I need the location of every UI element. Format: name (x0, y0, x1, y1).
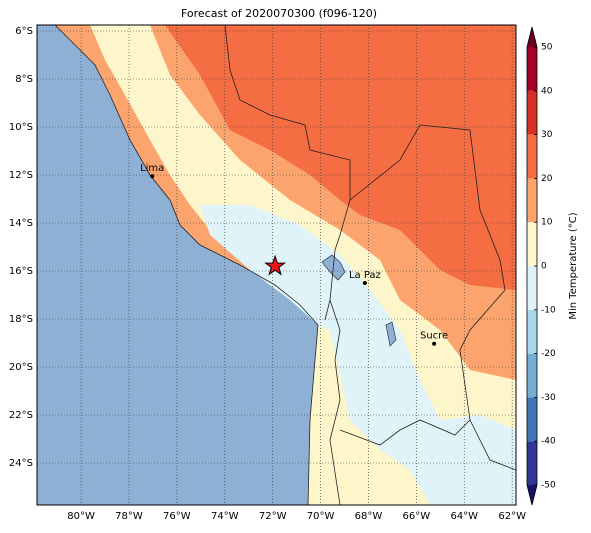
colorbar-extend-low (527, 485, 537, 505)
colorbar-tick-label: -40 (541, 437, 556, 447)
city-label: Lima (140, 163, 164, 174)
colorbar-segment (527, 353, 537, 398)
colorbar-tick-label: -10 (541, 305, 556, 315)
city-dot (362, 281, 367, 285)
y-tick-label: 18°S (9, 314, 33, 325)
star-marker (264, 254, 287, 276)
colorbar-tick-label: 10 (541, 218, 553, 228)
city-label: Sucre (420, 331, 448, 342)
colorbar-tick-label: 0 (541, 262, 547, 272)
colorbar-segment (527, 222, 537, 266)
x-tick-label: 66°W (403, 511, 431, 522)
colorbar-segment (527, 47, 537, 91)
map-frame (36, 24, 517, 506)
x-tick-label: 80°W (67, 511, 95, 522)
x-tick-label: 74°W (211, 511, 239, 522)
city-dot (150, 174, 155, 179)
x-tick-label: 72°W (259, 511, 287, 522)
colorbar-segment (527, 90, 537, 135)
colorbar-tick-label: 30 (541, 130, 553, 140)
colorbar-tick-label: -20 (541, 349, 556, 359)
y-tick-label: 14°S (9, 218, 33, 229)
colorbar: -50 -40 -30 -20 -10 0 10 20 30 40 50 (526, 26, 556, 506)
x-tick-label: 70°W (307, 511, 335, 522)
city-label: La Paz (349, 270, 381, 281)
x-tick-label: 68°W (355, 511, 383, 522)
y-tick-label: 24°S (9, 458, 33, 469)
x-tick-label: 76°W (163, 511, 191, 522)
x-tick-label: 62°W (498, 511, 526, 522)
colorbar-tick-label: -50 (541, 481, 556, 491)
y-tick-label: 22°S (9, 410, 33, 421)
colorbar-segment (527, 397, 537, 442)
colorbar-tick-label: -30 (541, 393, 556, 403)
y-tick-label: 12°S (9, 170, 33, 181)
colorbar-extend-high (527, 27, 537, 47)
y-tick-label: 20°S (9, 362, 33, 373)
colorbar-segment (527, 266, 537, 310)
colorbar-segment (527, 309, 537, 354)
colorbar-label: Min Temperature (°C) (568, 212, 579, 319)
x-tick-label: 64°W (450, 511, 478, 522)
colorbar-tick-label: 20 (541, 174, 553, 184)
colorbar-segment (527, 441, 537, 485)
y-tick-label: 8°S (15, 74, 33, 85)
grid (37, 25, 516, 505)
title: Forecast of 2020070300 (f096-120) (181, 7, 377, 20)
colorbar-segment (527, 178, 537, 223)
colorbar-tick-label: 40 (541, 86, 553, 96)
y-tick-label: 6°S (15, 26, 33, 37)
map-fill (37, 25, 516, 505)
x-tick-label: 78°W (115, 511, 143, 522)
city-dot (432, 341, 437, 346)
colorbar-segment (527, 134, 537, 179)
y-tick-label: 10°S (9, 122, 33, 133)
y-tick-label: 16°S (9, 266, 33, 277)
colorbar-tick-label: 50 (541, 43, 553, 53)
